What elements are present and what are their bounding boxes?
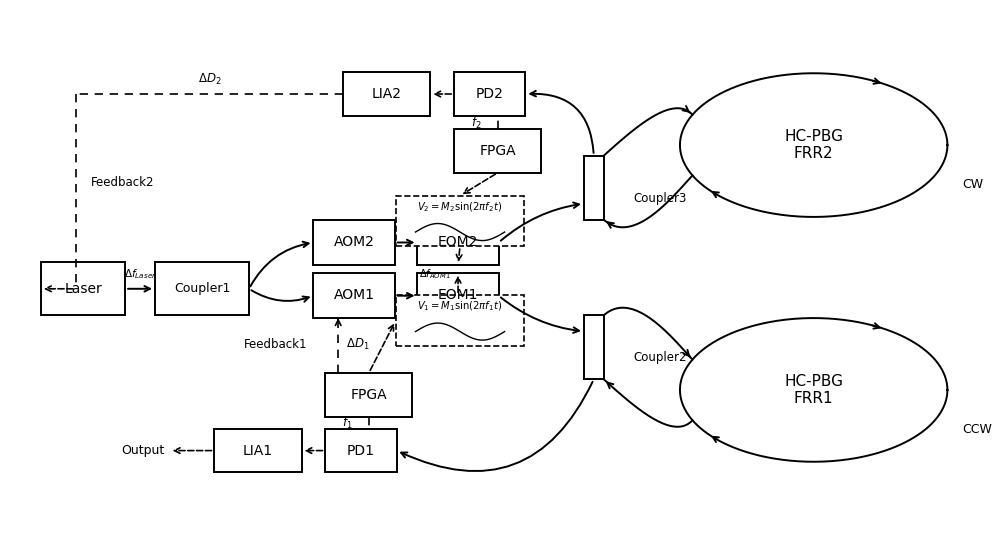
- Text: $\Delta f_{AOM1}$: $\Delta f_{AOM1}$: [419, 268, 451, 281]
- Text: $V_1=M_1\sin(2\pi f_1 t)$: $V_1=M_1\sin(2\pi f_1 t)$: [417, 300, 503, 313]
- FancyBboxPatch shape: [417, 219, 499, 265]
- Text: LIA2: LIA2: [372, 87, 402, 101]
- FancyBboxPatch shape: [155, 262, 249, 316]
- Text: FPGA: FPGA: [351, 388, 387, 402]
- FancyBboxPatch shape: [396, 196, 524, 246]
- Text: FPGA: FPGA: [479, 144, 516, 158]
- FancyBboxPatch shape: [396, 295, 524, 346]
- Text: Coupler3: Coupler3: [633, 192, 687, 205]
- Text: $f_2$: $f_2$: [471, 114, 482, 131]
- Text: $\Delta D_2$: $\Delta D_2$: [198, 72, 221, 87]
- FancyBboxPatch shape: [454, 72, 525, 116]
- Text: Feedback2: Feedback2: [91, 176, 154, 189]
- FancyBboxPatch shape: [325, 429, 397, 472]
- Text: PD2: PD2: [476, 87, 504, 101]
- FancyBboxPatch shape: [214, 429, 302, 472]
- Text: $V_2=M_2\sin(2\pi f_2 t)$: $V_2=M_2\sin(2\pi f_2 t)$: [417, 200, 503, 213]
- FancyBboxPatch shape: [313, 219, 395, 265]
- FancyBboxPatch shape: [417, 273, 499, 318]
- Text: CCW: CCW: [962, 423, 992, 436]
- Text: Coupler1: Coupler1: [174, 282, 230, 295]
- FancyBboxPatch shape: [343, 72, 430, 116]
- FancyBboxPatch shape: [313, 273, 395, 318]
- Text: EOM2: EOM2: [438, 235, 478, 249]
- Text: AOM2: AOM2: [334, 235, 374, 249]
- FancyBboxPatch shape: [325, 373, 412, 417]
- Text: $\Delta D_1$: $\Delta D_1$: [346, 337, 370, 352]
- Text: EOM1: EOM1: [438, 288, 478, 302]
- Text: Output: Output: [122, 444, 165, 457]
- Text: Laser: Laser: [64, 282, 102, 296]
- Text: HC-PBG
FRR1: HC-PBG FRR1: [784, 374, 843, 406]
- FancyBboxPatch shape: [454, 129, 541, 173]
- FancyBboxPatch shape: [41, 262, 125, 316]
- FancyBboxPatch shape: [584, 156, 604, 219]
- Text: AOM1: AOM1: [334, 288, 375, 302]
- Text: Coupler2: Coupler2: [633, 351, 687, 364]
- Text: PD1: PD1: [347, 444, 375, 457]
- Text: $f_1$: $f_1$: [342, 415, 353, 431]
- Text: $\Delta f_{Laser}$: $\Delta f_{Laser}$: [124, 268, 157, 281]
- Text: CW: CW: [962, 178, 983, 191]
- FancyBboxPatch shape: [584, 316, 604, 379]
- Text: Feedback1: Feedback1: [244, 338, 308, 351]
- Text: HC-PBG
FRR2: HC-PBG FRR2: [784, 129, 843, 161]
- Text: LIA1: LIA1: [243, 444, 273, 457]
